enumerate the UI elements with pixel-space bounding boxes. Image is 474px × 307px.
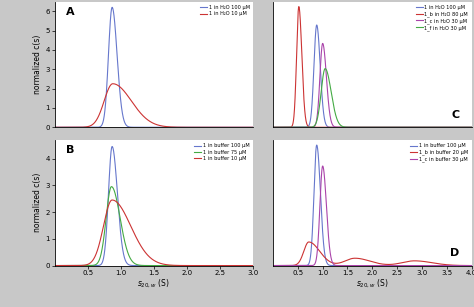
Text: D: D — [450, 248, 460, 258]
Text: C: C — [452, 110, 460, 120]
X-axis label: $s_{20,w}$ (S): $s_{20,w}$ (S) — [356, 278, 389, 290]
X-axis label: $s_{20,w}$ (S): $s_{20,w}$ (S) — [137, 278, 170, 290]
Y-axis label: normalized c(s): normalized c(s) — [33, 173, 42, 232]
Legend: 1 in H₂O 100 μM, 1_b in H₂O 80 μM, 1_c in H₂O 30 μM, 1_f in H₂O 30 μM: 1 in H₂O 100 μM, 1_b in H₂O 80 μM, 1_c i… — [415, 4, 469, 32]
Legend: 1 in H₂O 100 μM, 1 in H₂O 10 μM: 1 in H₂O 100 μM, 1 in H₂O 10 μM — [199, 4, 251, 17]
Legend: 1 in buffer 100 μM, 1_b in buffer 20 μM, 1_c in buffer 30 μM: 1 in buffer 100 μM, 1_b in buffer 20 μM,… — [410, 142, 469, 163]
Text: A: A — [66, 6, 75, 17]
Legend: 1 in buffer 100 μM, 1 in buffer 75 μM, 1 in buffer 10 μM: 1 in buffer 100 μM, 1 in buffer 75 μM, 1… — [193, 142, 251, 162]
Y-axis label: normalized c(s): normalized c(s) — [33, 35, 42, 94]
Text: B: B — [66, 145, 75, 155]
